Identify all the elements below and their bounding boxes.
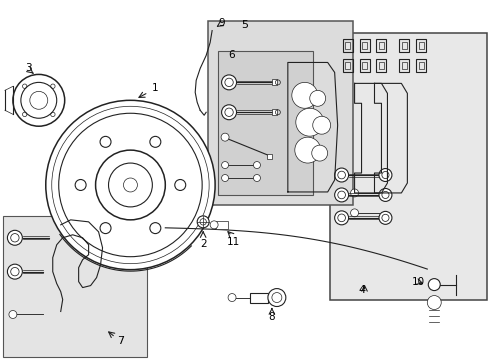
Bar (401, 62, 407, 69)
Bar (399, 39, 408, 52)
Circle shape (174, 180, 185, 190)
Circle shape (75, 180, 86, 190)
Circle shape (21, 82, 57, 118)
Bar (378, 62, 384, 69)
Bar (216, 221, 227, 229)
Bar (415, 59, 426, 72)
Circle shape (253, 175, 260, 181)
Circle shape (350, 189, 358, 197)
Circle shape (221, 175, 228, 181)
Bar (266, 154, 271, 159)
Bar (378, 42, 384, 49)
Circle shape (197, 216, 209, 228)
Circle shape (312, 116, 330, 134)
Circle shape (100, 136, 111, 147)
Text: 11: 11 (226, 237, 239, 247)
FancyBboxPatch shape (3, 216, 147, 357)
Text: 6: 6 (228, 50, 235, 60)
Text: 8: 8 (268, 312, 275, 323)
Bar (418, 62, 423, 69)
Bar (376, 39, 386, 52)
Bar (342, 59, 352, 72)
Circle shape (294, 137, 320, 163)
Circle shape (295, 108, 323, 136)
Circle shape (46, 100, 215, 270)
Bar (271, 80, 277, 85)
Text: 2: 2 (200, 239, 206, 249)
Bar (271, 109, 277, 115)
Circle shape (221, 133, 228, 141)
Text: 1: 1 (152, 84, 158, 93)
Bar (361, 62, 366, 69)
Bar (344, 42, 349, 49)
Circle shape (350, 209, 358, 217)
Circle shape (13, 75, 64, 126)
Text: 3: 3 (25, 63, 32, 73)
Bar (342, 39, 352, 52)
Bar (376, 59, 386, 72)
Circle shape (149, 136, 161, 147)
Circle shape (291, 82, 317, 108)
Circle shape (221, 75, 236, 90)
Circle shape (253, 162, 260, 168)
Circle shape (267, 289, 285, 306)
Text: 10: 10 (410, 276, 424, 287)
Text: 5: 5 (241, 19, 248, 30)
FancyBboxPatch shape (208, 21, 352, 205)
Bar (344, 62, 349, 69)
Circle shape (334, 168, 348, 182)
Circle shape (9, 310, 17, 319)
Circle shape (100, 222, 111, 234)
Circle shape (311, 145, 327, 161)
Text: 9: 9 (218, 18, 225, 28)
Circle shape (378, 211, 391, 224)
Circle shape (334, 188, 348, 202)
Circle shape (378, 168, 391, 181)
Circle shape (334, 211, 348, 225)
Text: 4: 4 (357, 284, 365, 294)
Circle shape (7, 230, 22, 245)
Circle shape (221, 105, 236, 120)
Bar (359, 59, 369, 72)
Bar (415, 39, 426, 52)
Circle shape (149, 222, 161, 234)
Circle shape (7, 264, 22, 279)
Circle shape (210, 221, 218, 229)
Bar (249, 293, 267, 302)
Circle shape (427, 296, 440, 310)
Bar (399, 59, 408, 72)
FancyBboxPatch shape (329, 32, 486, 300)
Circle shape (95, 150, 165, 220)
Circle shape (221, 162, 228, 168)
Circle shape (108, 163, 152, 207)
Text: 7: 7 (117, 336, 124, 346)
Circle shape (427, 279, 439, 291)
Bar (361, 42, 366, 49)
Circle shape (309, 90, 325, 106)
FancyBboxPatch shape (218, 50, 312, 195)
Bar (359, 39, 369, 52)
Bar (418, 42, 423, 49)
Circle shape (378, 189, 391, 201)
Circle shape (227, 293, 236, 302)
Bar (401, 42, 407, 49)
